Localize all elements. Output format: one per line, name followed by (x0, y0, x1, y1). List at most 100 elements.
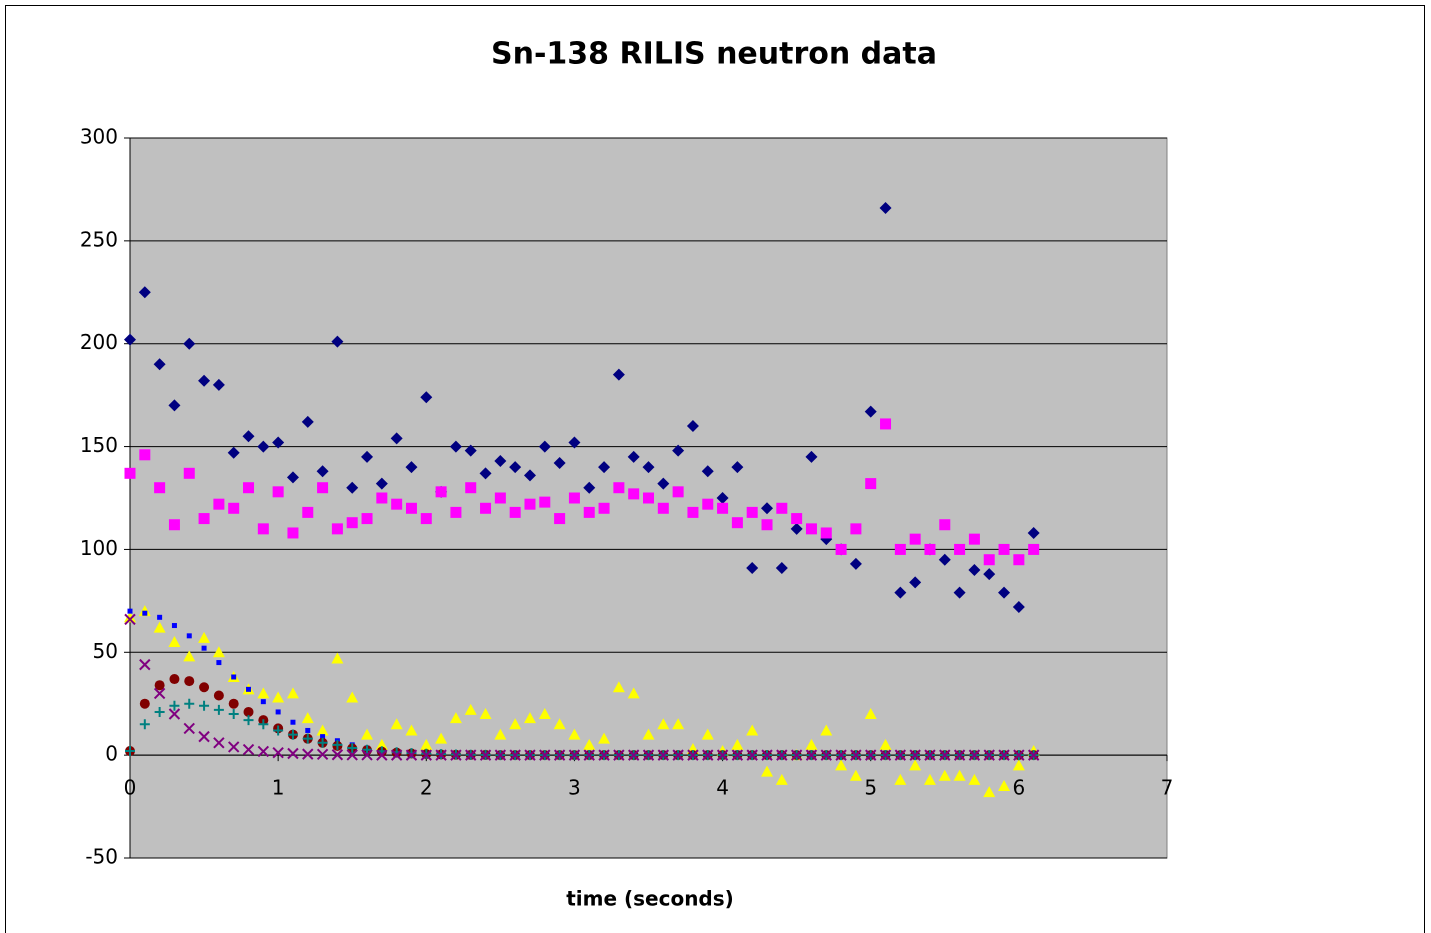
point (702, 498, 714, 510)
x-tick-label: 0 (124, 776, 137, 800)
point (260, 699, 266, 705)
point (954, 543, 966, 555)
point (538, 708, 551, 719)
point (347, 742, 358, 753)
point (642, 749, 655, 761)
point (998, 749, 1010, 761)
point (849, 557, 862, 570)
point (509, 461, 522, 474)
point (375, 738, 388, 750)
point (465, 749, 477, 761)
point (480, 502, 492, 514)
point (168, 519, 180, 531)
point (657, 502, 669, 514)
point (331, 335, 344, 348)
point (257, 745, 270, 758)
point (983, 786, 996, 798)
point (168, 636, 181, 647)
point (494, 728, 507, 740)
point (258, 719, 269, 730)
point (509, 506, 521, 518)
point (657, 477, 670, 490)
point (464, 703, 477, 715)
point (553, 457, 566, 470)
point (421, 748, 432, 759)
y-tick-label: 0 (105, 742, 118, 766)
point (287, 527, 299, 539)
point (953, 749, 966, 761)
point (184, 698, 195, 709)
point (998, 780, 1011, 791)
point (938, 553, 951, 566)
point (243, 706, 254, 717)
point (216, 660, 222, 666)
point (627, 450, 640, 463)
point (275, 709, 281, 715)
point (420, 391, 433, 404)
point (301, 712, 314, 724)
point (805, 749, 818, 761)
point (598, 749, 610, 761)
point (983, 554, 995, 566)
point (864, 405, 877, 418)
point (850, 523, 862, 535)
point (317, 737, 328, 748)
point (509, 749, 521, 761)
point (820, 527, 832, 539)
point (331, 523, 343, 535)
point (612, 368, 625, 381)
point (376, 749, 388, 761)
point (124, 613, 136, 626)
point (464, 444, 477, 457)
point (305, 727, 311, 733)
point (127, 608, 133, 614)
point (198, 730, 210, 743)
point (568, 492, 580, 504)
point (939, 519, 951, 531)
point (672, 718, 685, 730)
x-tick-label: 7 (1161, 776, 1174, 800)
point (153, 621, 166, 633)
point (138, 286, 151, 299)
point (968, 533, 980, 545)
point (583, 506, 595, 518)
point (880, 418, 892, 430)
point (998, 543, 1010, 555)
point (183, 337, 196, 350)
point (228, 709, 239, 719)
point (790, 522, 803, 535)
point (820, 724, 833, 736)
point (894, 586, 907, 599)
point (835, 543, 847, 555)
point (273, 725, 284, 736)
point (479, 708, 492, 719)
point (716, 492, 729, 504)
point (1012, 601, 1025, 614)
point (627, 687, 640, 699)
point (361, 450, 374, 463)
point (272, 436, 285, 449)
point (761, 749, 773, 761)
point (420, 749, 432, 761)
point (702, 749, 714, 761)
point (805, 450, 818, 463)
point (272, 486, 284, 498)
point (835, 759, 848, 771)
point (864, 708, 877, 719)
point (553, 718, 566, 730)
point (375, 477, 388, 490)
point (153, 358, 166, 371)
point (287, 729, 298, 740)
point (805, 523, 817, 535)
point (376, 492, 388, 504)
x-tick-label: 1 (272, 776, 285, 800)
point (731, 461, 744, 474)
point (568, 749, 581, 761)
point (850, 749, 862, 761)
point (228, 502, 240, 514)
point (139, 719, 150, 730)
point (198, 513, 210, 525)
point (138, 605, 151, 617)
point (701, 465, 714, 478)
point (346, 481, 359, 494)
